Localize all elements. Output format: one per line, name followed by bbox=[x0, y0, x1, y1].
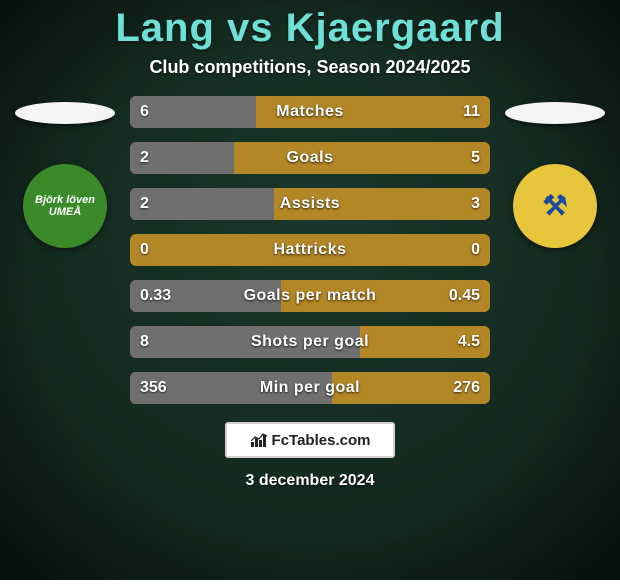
right-photo-placeholder bbox=[505, 102, 605, 124]
main-row: Björk löven UMEÅ 611Matches 25Goals 23Assi… bbox=[0, 96, 620, 404]
stat-bar: 0.330.45Goals per match bbox=[130, 280, 490, 312]
stat-bar: 23Assists bbox=[130, 188, 490, 220]
stat-label: Assists bbox=[130, 188, 490, 220]
stat-bar: 00Hattricks bbox=[130, 234, 490, 266]
left-photo-placeholder bbox=[15, 102, 115, 124]
stat-label: Goals bbox=[130, 142, 490, 174]
left-club-badge: Björk löven UMEÅ bbox=[23, 164, 107, 248]
stat-label: Hattricks bbox=[130, 234, 490, 266]
branding-text: FcTables.com bbox=[272, 432, 371, 449]
right-column: ⚒ bbox=[500, 96, 610, 248]
stat-label: Min per goal bbox=[130, 372, 490, 404]
page-subtitle: Club competitions, Season 2024/2025 bbox=[149, 57, 470, 78]
stat-bar: 25Goals bbox=[130, 142, 490, 174]
chart-icon bbox=[250, 432, 268, 448]
left-club-label: Björk löven UMEÅ bbox=[29, 194, 101, 218]
stat-label: Matches bbox=[130, 96, 490, 128]
left-column: Björk löven UMEÅ bbox=[10, 96, 120, 248]
stat-label: Shots per goal bbox=[130, 326, 490, 358]
branding-badge: FcTables.com bbox=[225, 422, 395, 458]
date-label: 3 december 2024 bbox=[246, 472, 375, 490]
stat-bar: 356276Min per goal bbox=[130, 372, 490, 404]
content-root: Lang vs Kjaergaard Club competitions, Se… bbox=[0, 0, 620, 580]
stat-label: Goals per match bbox=[130, 280, 490, 312]
stat-bar: 84.5Shots per goal bbox=[130, 326, 490, 358]
comparison-bars: 611Matches 25Goals 23Assists 00Hattricks 0.3… bbox=[130, 96, 490, 404]
stat-bar: 611Matches bbox=[130, 96, 490, 128]
right-club-label: ⚒ bbox=[542, 191, 567, 222]
page-title: Lang vs Kjaergaard bbox=[115, 6, 504, 51]
right-club-badge: ⚒ bbox=[513, 164, 597, 248]
